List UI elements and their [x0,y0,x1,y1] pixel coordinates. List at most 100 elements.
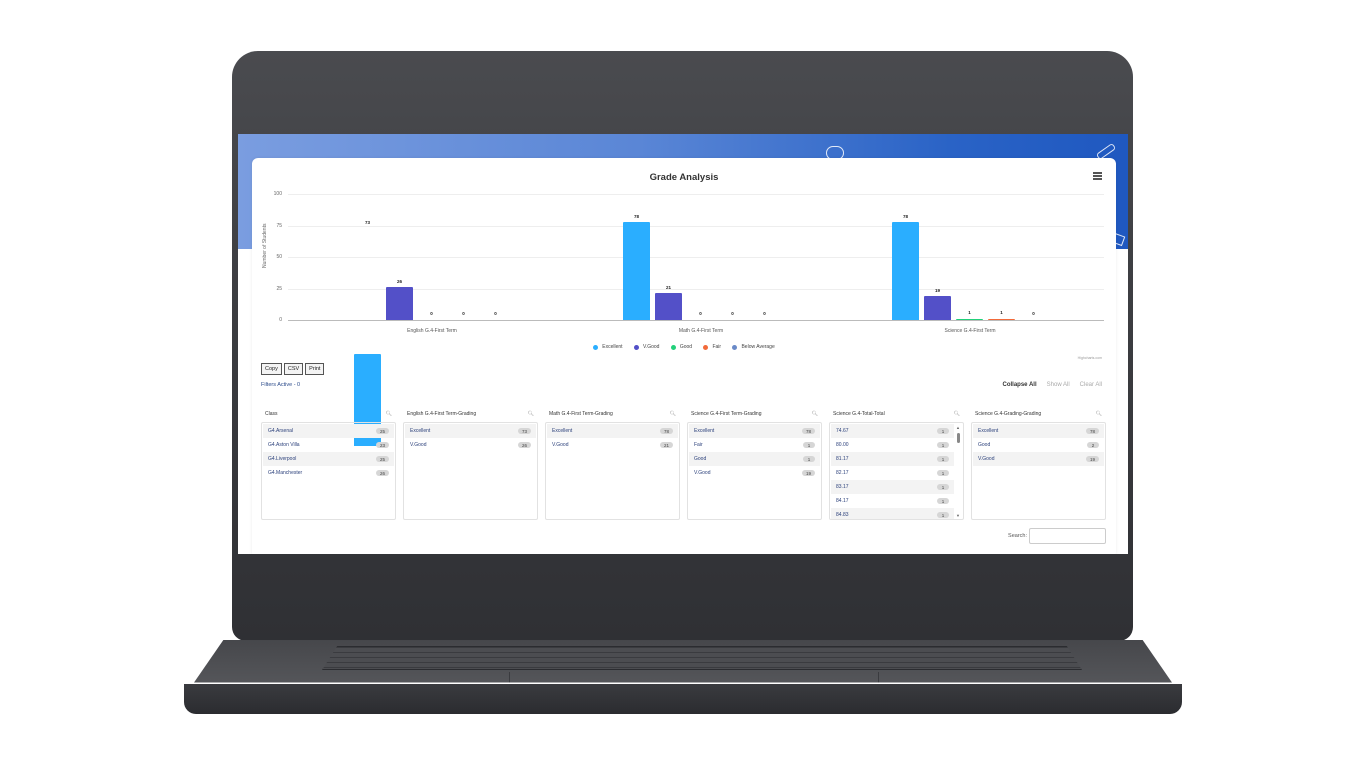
data-label: 0 [462,311,465,316]
search-input[interactable] [1029,528,1106,544]
facet-item[interactable]: G4.Liverpool 25 [263,452,394,466]
facet-item[interactable]: Fair 1 [689,438,820,452]
y-tick: 75 [276,222,282,229]
facet-item-label: 84.17 [836,498,849,504]
facet-item[interactable]: Excellent 78 [689,424,820,438]
show-all-link[interactable]: Show All [1046,382,1070,388]
hamburger-menu-icon[interactable] [1093,172,1102,180]
legend-item-fair[interactable]: Fair [703,344,721,350]
clear-all-link[interactable]: Clear All [1079,382,1102,388]
screen: Grade Analysis Number of Students 100 75… [238,134,1128,554]
facet-item-label: Excellent [552,428,573,434]
plot-area: 100 75 50 25 0 73 26 0 0 0 78 21 0 0 0 [274,191,1104,446]
scroll-down-icon[interactable]: ▼ [956,513,960,518]
facet-class: Class 🔍︎ G4.Arsenal 25 G4.Aston Villa 23 G4… [261,408,396,520]
highcharts-credits-link[interactable]: Highcharts.com [1077,356,1102,360]
facet-item[interactable]: Excellent 73 [405,424,536,438]
legend-item-excellent[interactable]: Excellent [593,344,623,350]
facet-item-label: Excellent [978,428,999,434]
scroll-thumb[interactable] [957,433,960,443]
gridline [288,288,1104,290]
facet-item[interactable]: 81.17 1 [831,452,954,466]
facet-item-label: 83.17 [836,484,849,490]
print-button[interactable]: Print [305,363,325,375]
bar-english-vgood[interactable] [386,287,413,320]
collapse-all-link[interactable]: Collapse All [1002,382,1037,388]
bar-science-vgood[interactable] [924,296,951,320]
facet-item[interactable]: 84.83 1 [831,508,954,519]
count-badge: 73 [517,428,531,434]
data-label: 73 [364,220,370,225]
count-badge: 1 [937,484,949,490]
y-tick: 50 [276,254,282,260]
facet-item[interactable]: V.Good 26 [405,438,536,452]
data-label: 26 [396,279,402,284]
facet-item[interactable]: 84.17 1 [831,494,954,508]
search-icon[interactable]: 🔍︎ [953,411,960,417]
csv-button[interactable]: CSV [283,363,304,375]
search-icon[interactable]: 🔍︎ [669,411,676,417]
search-icon[interactable]: 🔍︎ [1095,411,1102,417]
facet-title: Science G.4-First Term-Grading [691,411,762,417]
bar-science-fair[interactable] [988,318,1015,320]
bar-science-good[interactable] [956,318,983,320]
gridline [288,257,1104,258]
facet-item[interactable]: 80.00 1 [831,438,954,452]
facet-list: Excellent 78 V.Good 21 [545,422,680,520]
filters-active-status: Filters Active - 0 [261,382,301,388]
search-icon[interactable]: 🔍︎ [527,411,534,417]
search-icon[interactable]: 🔍︎ [811,411,818,417]
scrollbar[interactable]: ▲ ▼ [955,424,962,519]
facet-item-label: 80.00 [836,442,849,448]
bar-math-vgood[interactable] [655,293,682,320]
facet-item[interactable]: V.Good 21 [547,438,678,452]
bar-math-excellent[interactable] [623,222,650,320]
legend-label: V.Good [642,344,660,350]
chart-title: Grade Analysis [649,172,719,183]
facet-item[interactable]: Good 1 [689,452,820,466]
facet-item[interactable]: 82.17 1 [831,466,954,480]
copy-button[interactable]: Copy [261,363,282,375]
facet-item[interactable]: 83.17 1 [831,480,954,494]
legend-item-vgood[interactable]: V.Good [633,344,660,350]
legend-label: Good [679,344,693,350]
legend-dot-icon [633,344,639,350]
facet-item-label: V.Good [978,456,995,462]
facet-item[interactable]: Good 2 [973,438,1104,452]
facet-item[interactable]: V.Good 19 [689,466,820,480]
count-badge: 25 [375,456,389,462]
facet-item-label: 84.83 [836,512,849,518]
facet-item-label: V.Good [552,442,569,448]
count-badge: 1 [937,470,949,476]
count-badge: 26 [375,470,389,476]
facet-item-label: 74.67 [836,428,849,434]
data-label: 1 [968,310,971,315]
facet-item[interactable]: G4.Arsenal 25 [263,424,394,438]
facet-item[interactable]: G4.Manchester 26 [263,466,394,480]
legend-dot-icon [593,344,599,350]
data-label: 0 [699,311,702,316]
facet-item[interactable]: 74.67 1 [831,424,954,438]
facet-list: Excellent 78 Fair 1 Good 1 V.Good 19 [687,422,822,520]
legend-dot-icon [732,344,738,350]
count-badge: 1 [937,442,949,448]
search-icon[interactable]: 🔍︎ [385,411,392,417]
keyboard [322,646,1082,670]
bar-science-excellent[interactable] [892,222,919,320]
count-badge: 19 [1085,456,1099,462]
scroll-up-icon[interactable]: ▲ [956,425,960,430]
legend-dot-icon [670,344,676,350]
facet-item[interactable]: Excellent 78 [547,424,678,438]
count-badge: 1 [937,498,949,504]
facet-item-label: Excellent [694,428,715,434]
facet-item-label: G4.Arsenal [268,428,294,434]
legend-item-below-average[interactable]: Below Average [732,344,775,350]
facet-item[interactable]: V.Good 19 [973,452,1104,466]
facet-item[interactable]: Excellent 78 [973,424,1104,438]
data-label: 78 [902,214,908,219]
facet-item[interactable]: G4.Aston Villa 23 [263,438,394,452]
laptop-base-front [184,684,1182,714]
count-badge: 78 [801,428,815,434]
facet-panels: Class 🔍︎ G4.Arsenal 25 G4.Aston Villa 23 G4… [261,408,1107,520]
legend-item-good[interactable]: Good [670,344,693,350]
